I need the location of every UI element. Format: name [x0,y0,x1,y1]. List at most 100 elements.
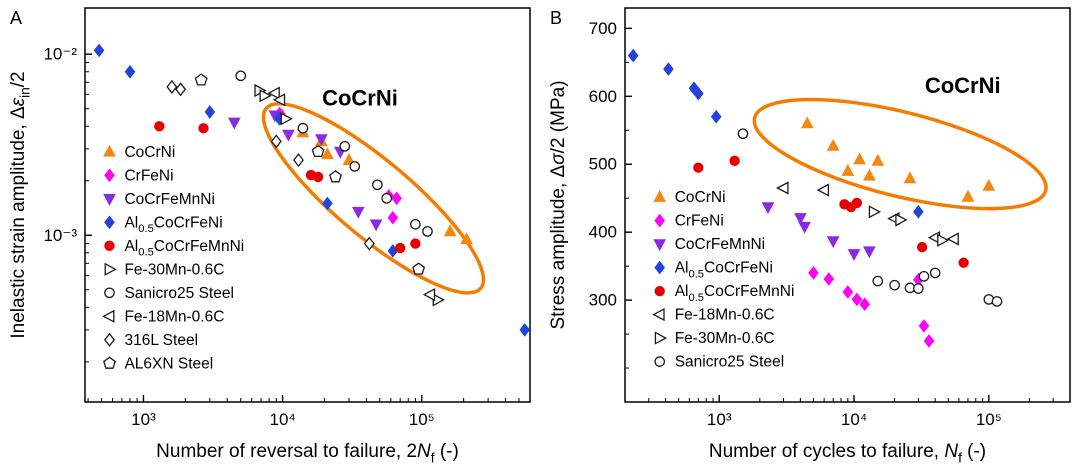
data-point-marker [412,262,426,275]
data-point-marker [104,240,115,251]
data-point-marker [227,117,241,130]
data-point-marker [103,356,116,369]
x-tick-label: 10⁴ [841,410,867,429]
data-point-marker [982,178,996,191]
series-316l-steel [166,79,375,251]
data-point-marker [654,260,666,275]
legend-label: Fe-30Mn-0.6C [124,261,224,278]
x-tick-label: 10³ [707,410,732,429]
y-tick-label: 10⁻² [43,45,77,64]
legend-label: Fe-18Mn-0.6C [675,307,775,324]
data-point-marker [868,205,882,219]
data-point-marker [235,70,247,82]
data-point-marker [292,153,304,168]
series-sanicro25-steel [235,70,433,237]
data-point-marker [391,191,402,206]
data-point-marker [395,242,406,254]
series-fe-18mn-0-6c [267,86,436,302]
series-crfeni [808,266,935,348]
legend-item: CoCrNi [653,189,726,206]
series-cocrni [800,116,996,202]
data-point-marker [923,334,935,348]
legend-item: Al0.5CoCrFeNi [104,214,223,235]
data-point-marker [270,134,282,149]
y-tick-label: 500 [589,155,617,174]
data-point-marker [710,109,722,124]
data-point-marker [267,86,280,100]
legend-label: Al0.5CoCrFeMnNi [675,283,795,304]
data-point-marker [312,171,324,183]
data-point-marker [826,138,840,151]
data-point-marker [693,162,704,173]
axes: 10³ 10⁴ 10⁵ 300 400 500 600 700 [589,19,1054,429]
cocrni-annotation-label: CoCrNi [925,73,1001,98]
y-tick-label: 10⁻³ [43,226,77,245]
data-point-marker [381,192,393,204]
cocrni-highlight-ellipse [752,97,1048,211]
data-point-marker [918,270,930,282]
legend-item: Sanicro25 Steel [654,354,784,371]
data-point-marker [693,86,704,101]
y-tick-label: 300 [589,291,617,310]
legend-item: Al0.5CoCrFeNi [654,260,773,280]
data-point-marker [175,82,187,97]
data-point-marker [842,285,854,299]
data-point-marker [761,202,775,215]
data-point-marker [737,128,749,140]
data-point-marker [729,155,740,167]
legend-item: CoCrFeMnNi [103,191,215,208]
series-fe-30mn-0-6c [254,83,445,307]
data-point-marker [104,168,115,183]
legend-item: Al0.5CoCrFeMnNi [654,283,795,304]
legend-label: CoCrFeMnNi [124,191,214,208]
legend-label: Sanicro25 Steel [675,354,784,371]
data-point-marker [808,266,819,280]
data-point-marker [841,163,855,176]
data-point-marker [198,123,209,134]
legend-label: CoCrNi [124,144,175,161]
data-point-marker [776,181,789,195]
y-axis-label: Inelastic strain amplitude, Δεin/2 [8,71,33,338]
data-point-marker [166,79,178,94]
data-point-marker [961,189,975,202]
x-tick-label: 10⁵ [409,410,435,429]
data-point-marker [863,168,876,181]
data-point-marker [663,62,674,76]
data-point-marker [798,221,811,234]
data-point-marker [321,147,334,160]
panel-a-inelastic-strain-chart: 10³ 10⁴ 10⁵ 10⁻³ 10⁻² Number of reversal to f… [8,7,531,466]
x-tick-label: 10⁵ [976,410,1002,429]
data-point-marker [280,112,293,126]
data-point-marker [654,356,666,367]
data-point-marker [443,224,457,237]
data-point-marker [329,170,342,183]
data-point-marker [872,275,884,287]
panel-b-stress-amplitude-chart: 10³ 10⁴ 10⁵ 300 400 500 600 700 Number of cycles… [548,7,1071,466]
data-point-marker [342,153,356,165]
cocrni-annotation-label: CoCrNi [322,86,398,111]
data-point-marker [297,122,309,134]
legend-item: Fe-30Mn-0.6C [104,261,224,278]
data-point-marker [422,288,436,302]
legend: CoCrNi CrFeNi CoCrFeMnNi Al0.5CoCrFeNiAl0.5… [652,189,795,371]
data-point-marker [387,210,399,225]
data-point-marker [851,197,863,209]
series-al6xn-steel [194,73,426,275]
data-point-marker [800,116,814,129]
legend-label: Fe-30Mn-0.6C [675,330,775,347]
data-point-marker [322,196,333,211]
data-point-marker [422,226,433,237]
series-sanicro25-steel [737,128,1003,307]
data-point-marker [654,213,666,228]
legend-label: 316L Steel [124,332,198,349]
legend-label: Al0.5CoCrFeNi [124,214,222,235]
data-point-marker [826,236,840,249]
data-point-marker [154,121,165,132]
x-tick-label: 10³ [131,410,156,429]
data-point-marker [823,272,835,286]
data-point-marker [124,64,136,79]
data-point-marker [913,283,924,294]
data-point-marker [654,285,665,297]
data-point-marker [903,171,917,184]
data-point-marker [102,309,115,323]
